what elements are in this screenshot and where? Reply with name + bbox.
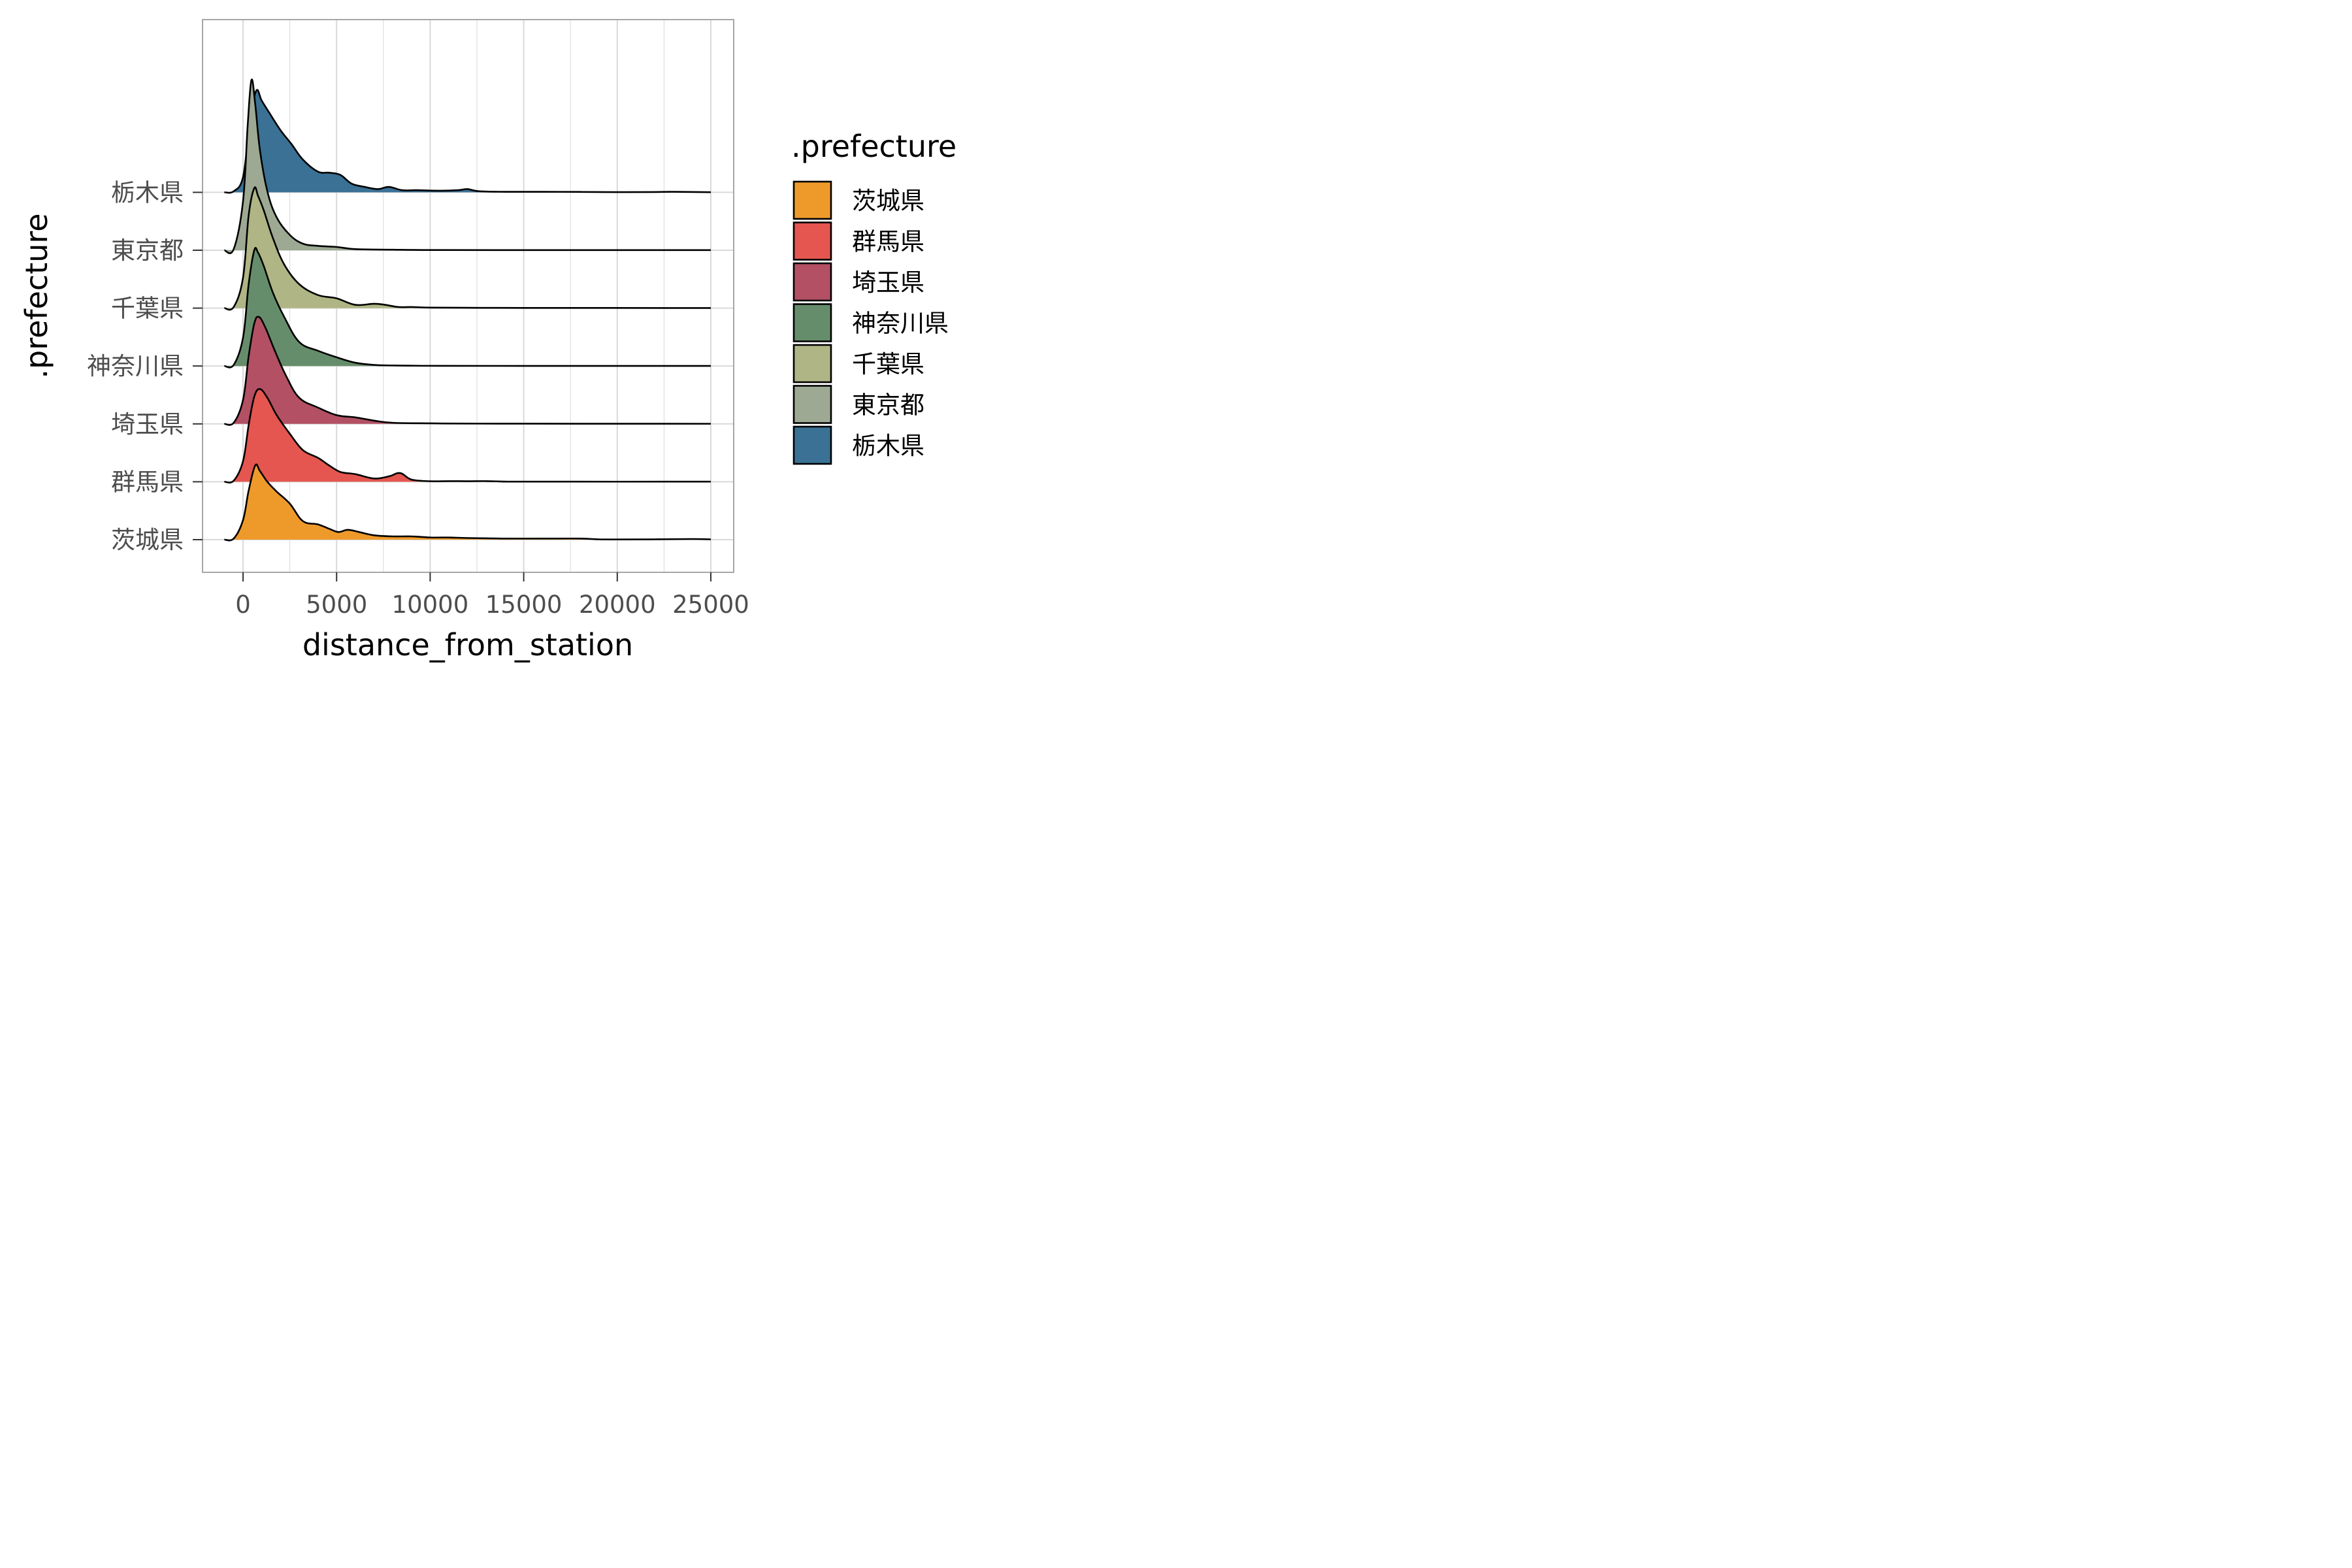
x-tick-label: 20000 — [579, 591, 656, 619]
ridge-outline — [224, 246, 711, 368]
y-axis: 茨城県 群馬県 埼玉県 神奈川県 千葉県 東京都 栃木県 — [87, 178, 203, 554]
legend-label: 千葉県 — [852, 350, 924, 378]
ridge-outline — [224, 186, 711, 311]
x-axis-title: distance_from_station — [302, 627, 633, 662]
ridge-outline — [224, 463, 711, 542]
legend-swatch — [792, 180, 832, 220]
legend-label: 東京都 — [852, 391, 924, 419]
legend-swatch — [792, 385, 832, 424]
ridge-outline — [224, 388, 711, 483]
x-tick-label: 25000 — [672, 591, 749, 619]
x-axis: 0 5000 10000 15000 20000 25000 — [235, 572, 749, 619]
ridge-fill — [224, 389, 711, 483]
ridge-fill — [224, 90, 711, 193]
ridge-7 — [224, 89, 711, 194]
legend-swatch — [792, 344, 832, 384]
y-tick-label: 群馬県 — [111, 468, 184, 496]
y-tick-label: 神奈川県 — [87, 352, 184, 380]
y-axis-title: .prefecture — [19, 213, 54, 378]
y-tick-label: 茨城県 — [111, 526, 184, 554]
ridge-outline — [224, 316, 711, 426]
legend-swatch — [792, 221, 832, 261]
legend-swatch — [792, 262, 832, 302]
x-tick-label: 5000 — [306, 591, 367, 619]
ridge-fill — [224, 464, 711, 541]
ridges — [223, 78, 711, 542]
y-tick-label: 栃木県 — [111, 178, 184, 206]
legend-entry: 群馬県 — [792, 221, 924, 261]
x-tick-label: 15000 — [485, 591, 563, 619]
legend-swatch — [792, 425, 832, 465]
legend-entry: 東京都 — [792, 385, 924, 424]
x-tick-label: 0 — [235, 591, 251, 619]
legend-swatch — [792, 303, 832, 342]
legend-entry: 千葉県 — [792, 344, 924, 384]
legend-label: 群馬県 — [852, 228, 924, 256]
legend-title: .prefecture — [791, 129, 956, 164]
ridge-outline — [224, 89, 711, 194]
ridge-2 — [224, 388, 711, 483]
legend-label: 神奈川県 — [852, 310, 949, 338]
ridge-1 — [224, 463, 711, 542]
y-tick-label: 埼玉県 — [111, 410, 184, 438]
y-tick-label: 千葉県 — [111, 295, 184, 323]
legend-entry: 栃木県 — [792, 425, 924, 465]
ridge-outline — [223, 78, 711, 254]
plot-border — [202, 19, 734, 573]
legend-label: 栃木県 — [852, 432, 924, 460]
legend-entry: 神奈川県 — [792, 303, 949, 342]
legend-label: 茨城県 — [852, 187, 924, 215]
legend-entry: 茨城県 — [792, 180, 924, 220]
legend-label: 埼玉県 — [852, 269, 924, 297]
x-tick-label: 10000 — [392, 591, 469, 619]
legend-entry: 埼玉県 — [792, 262, 924, 302]
y-tick-label: 東京都 — [111, 237, 184, 265]
